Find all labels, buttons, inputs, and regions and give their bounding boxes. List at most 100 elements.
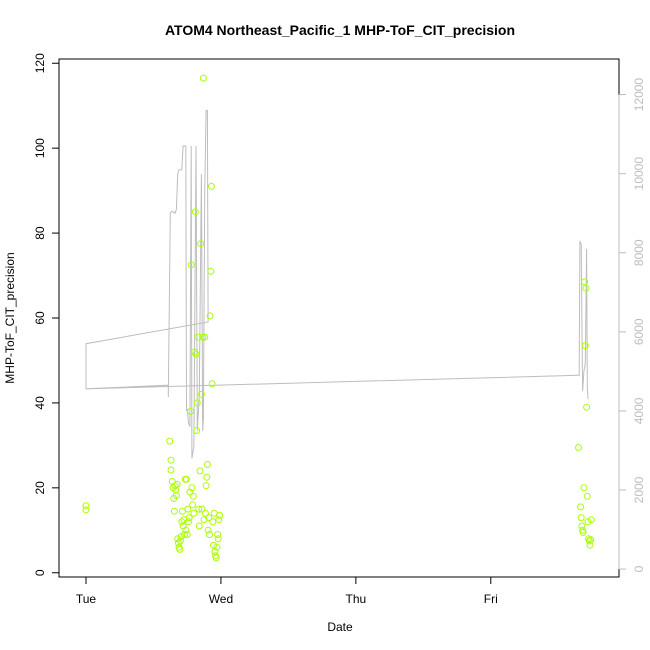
y2-tick-label: 12000 [632,78,646,112]
x-tick-label: Fri [484,592,498,606]
x-tick-label: Tue [76,592,97,606]
data-point [181,531,188,538]
data-point [196,467,204,475]
data-point [191,208,199,216]
data-point [170,507,178,515]
y2-tick-label: 10000 [632,157,646,191]
data-point [193,427,201,434]
data-point [184,505,192,513]
data-point [197,240,205,248]
x-axis-label: Date [327,620,353,634]
data-point [201,333,209,341]
data-point [82,502,90,510]
data-point [203,473,211,481]
data-point [174,539,182,547]
data-point [587,516,595,524]
data-point [207,267,215,275]
data-point [208,380,216,388]
data-point [578,522,586,530]
data-point [583,492,591,500]
data-point [166,437,174,445]
precision-points-series [82,74,595,562]
data-point [211,548,219,555]
data-point [185,514,193,522]
data-point [182,526,190,534]
y-tick-label: 100 [33,138,47,158]
plot-frame [58,58,620,578]
data-point [202,482,210,490]
data-point [192,350,200,358]
data-point [206,312,214,320]
data-point [206,531,213,538]
data-point [203,461,211,468]
data-point [579,528,587,536]
y-tick-label: 0 [33,569,47,576]
series-line-path [85,109,589,459]
data-point [210,541,217,549]
data-point [581,342,589,350]
data-point [209,518,217,526]
x-axis: Tue Wed Thu Fri [76,576,498,606]
data-point [199,333,207,341]
data-point [581,278,589,286]
data-point [580,484,588,492]
data-point [201,509,209,517]
y2-tick-label: 2000 [632,476,646,503]
data-point [176,537,184,545]
data-point [199,74,207,82]
y-axis-right: 0 2000 4000 6000 8000 10000 12000 [618,78,646,572]
data-point [197,390,205,398]
data-point [214,531,222,538]
data-point [178,518,186,526]
data-point [214,535,222,543]
y2-tick-label: 4000 [632,397,646,424]
data-point [213,543,221,551]
data-point [186,488,194,496]
data-point [208,182,215,190]
data-point [176,545,184,553]
data-point [167,456,175,464]
data-point [187,261,195,269]
data-point [585,537,593,545]
y-tick-label: 80 [33,226,47,240]
x-tick-label: Wed [209,592,233,606]
data-point [183,531,191,538]
x-tick-label: Thu [346,592,367,606]
data-point [198,505,206,513]
data-point [215,516,223,524]
data-point [188,484,196,492]
data-point [577,514,585,522]
data-point [587,536,595,544]
data-point [204,526,212,534]
data-point [582,284,590,292]
data-point [189,501,197,509]
y-axis-left: 0 20 40 60 80 100 120 [33,53,60,576]
data-point [190,509,198,517]
data-point [583,403,591,411]
data-point [167,466,175,474]
data-point [586,541,594,549]
y-axis-label: MHP-ToF_CIT_precision [3,252,17,383]
y-tick-label: 20 [33,481,47,495]
data-point [185,518,192,526]
data-point [187,407,195,415]
data-point [194,333,202,341]
right-axis-line-series [85,109,589,459]
y-tick-label: 120 [33,53,47,73]
y2-tick-label: 6000 [632,318,646,345]
data-point [575,444,582,451]
data-point [172,492,180,499]
data-point [193,399,201,407]
y2-tick-label: 0 [632,565,646,572]
chart-title: ATOM4 Northeast_Pacific_1 MHP-ToF_CIT_pr… [165,22,515,38]
data-point [183,475,190,483]
data-point [173,480,181,488]
data-point [82,506,90,514]
data-point [212,554,220,562]
data-point [189,492,197,500]
y-tick-label: 60 [33,311,47,325]
data-point [195,505,203,513]
y2-tick-label: 8000 [632,239,646,266]
data-point [216,511,224,519]
